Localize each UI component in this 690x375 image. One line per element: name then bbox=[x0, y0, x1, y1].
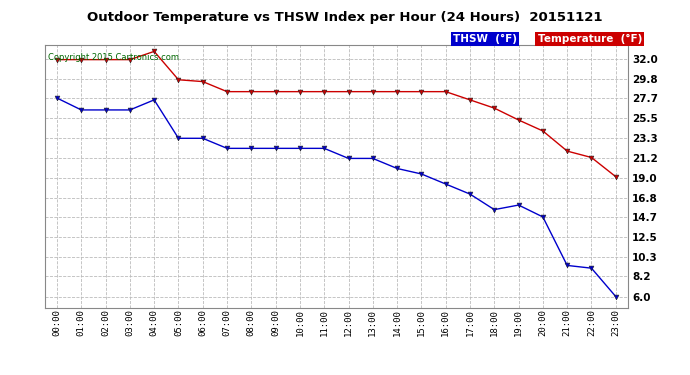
Text: Copyright 2015 Cartronics.com: Copyright 2015 Cartronics.com bbox=[48, 53, 179, 62]
Text: Temperature  (°F): Temperature (°F) bbox=[538, 34, 642, 44]
Text: THSW  (°F): THSW (°F) bbox=[453, 34, 517, 44]
Text: Outdoor Temperature vs THSW Index per Hour (24 Hours)  20151121: Outdoor Temperature vs THSW Index per Ho… bbox=[87, 11, 603, 24]
